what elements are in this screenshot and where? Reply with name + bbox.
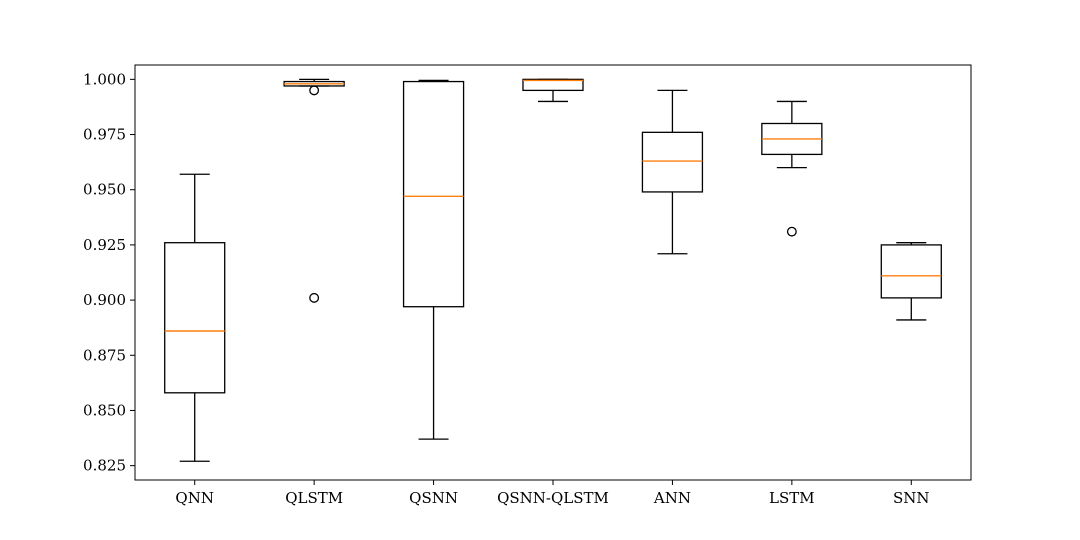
y-tick-label: 0.850 [83, 401, 126, 419]
x-tick-label: QSNN [409, 489, 458, 507]
box-snn [880, 244, 942, 299]
y-tick-label: 0.875 [83, 346, 126, 364]
x-tick-label: ANN [653, 489, 691, 507]
plot-frame [134, 64, 972, 481]
x-tick-label: SNN [893, 489, 930, 507]
y-tick-label: 0.925 [83, 236, 126, 254]
outlier-lstm-0 [786, 226, 797, 237]
y-tick-label: 0.975 [83, 126, 126, 144]
y-tick-label: 0.900 [83, 291, 126, 309]
y-tick-label: 0.825 [83, 457, 126, 475]
y-tick-label: 0.950 [83, 181, 126, 199]
outlier-qlstm-0 [309, 85, 320, 96]
y-tick-label: 1.000 [83, 70, 126, 88]
box-qsnn [402, 80, 465, 308]
x-tick-label: QNN [175, 489, 214, 507]
x-tick-label: QSNN-QLSTM [497, 489, 609, 507]
outlier-qlstm-1 [309, 292, 320, 303]
box-qsnn-qlstm [522, 78, 584, 92]
box-qnn [164, 242, 226, 394]
box-ann [641, 131, 704, 193]
x-tick-label: QLSTM [285, 489, 343, 507]
x-tick-label: LSTM [769, 489, 815, 507]
